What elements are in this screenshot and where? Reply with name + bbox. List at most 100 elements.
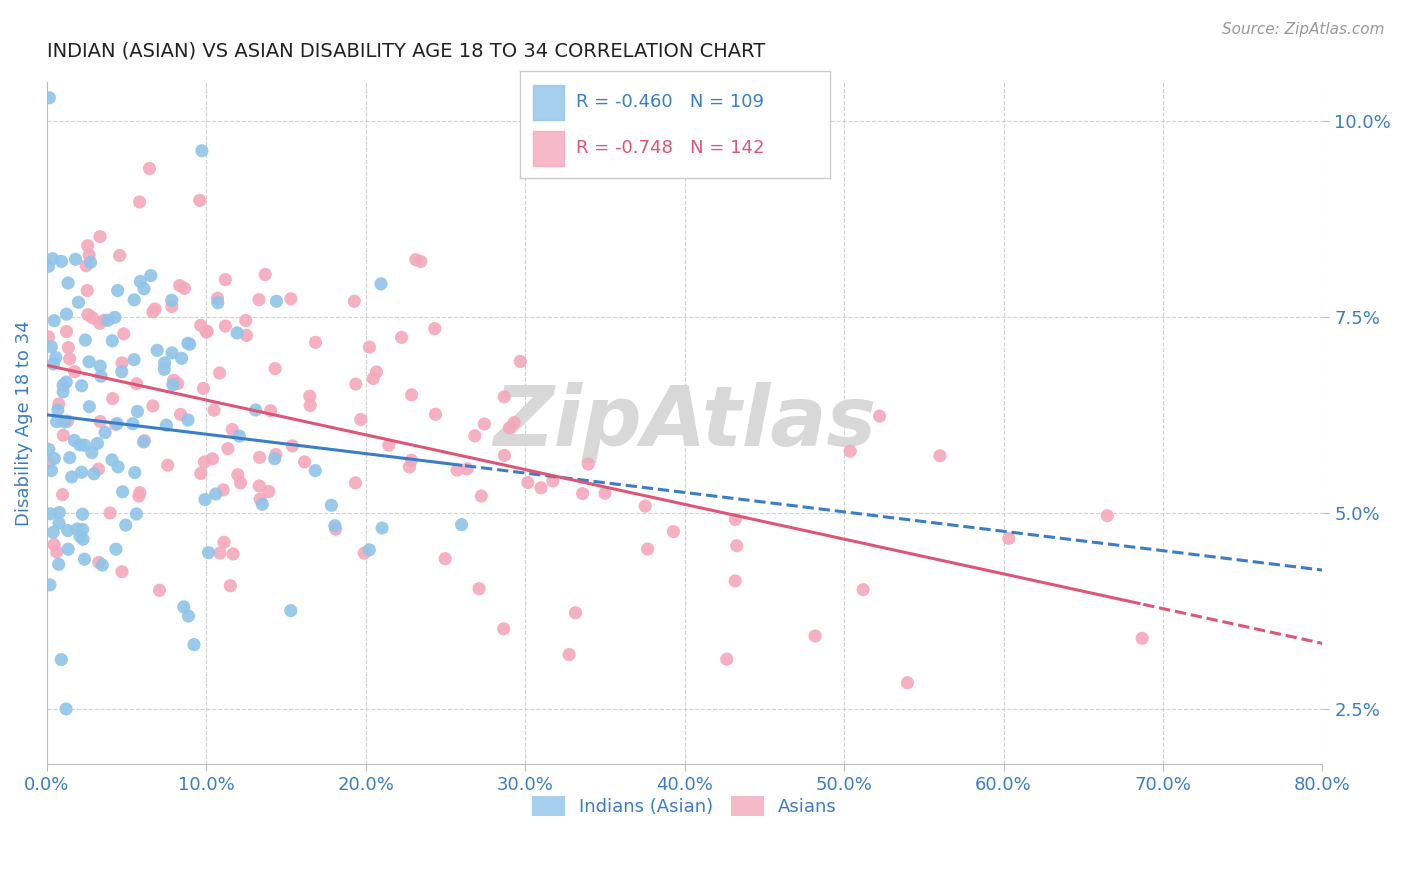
Point: [66, 522, 89, 536]
Point: [87, 462, 110, 476]
Point: [353, 546, 375, 560]
Point: [503, 416, 526, 430]
Point: [72, 507, 94, 521]
Point: [93, 313, 115, 327]
Point: [359, 542, 381, 557]
Point: [344, 475, 367, 490]
Point: [405, 252, 427, 267]
Point: [142, 399, 165, 413]
Point: [204, 487, 226, 501]
Point: [195, 324, 218, 338]
Point: [48, 397, 70, 411]
Point: [139, 268, 162, 283]
Point: [468, 582, 491, 596]
Point: [494, 390, 516, 404]
Point: [378, 438, 401, 452]
Point: [146, 343, 169, 358]
Point: [63, 434, 86, 448]
Point: [45, 351, 67, 365]
Point: [65, 252, 87, 267]
Point: [94, 425, 117, 440]
Point: [44, 313, 66, 327]
Point: [166, 376, 188, 391]
Point: [67, 295, 90, 310]
Point: [804, 629, 827, 643]
Point: [173, 281, 195, 295]
Point: [87, 555, 110, 569]
Bar: [533, 131, 564, 166]
Point: [73, 438, 96, 452]
Point: [509, 354, 531, 368]
Point: [97, 313, 120, 327]
Point: [193, 455, 215, 469]
Point: [69, 529, 91, 543]
Point: [299, 399, 322, 413]
Point: [80, 445, 103, 459]
Point: [128, 194, 150, 209]
Point: [724, 574, 747, 588]
Point: [280, 292, 302, 306]
Point: [571, 486, 593, 500]
Point: [101, 392, 124, 406]
Point: [212, 483, 235, 497]
Legend: Indians (Asian), Asians: Indians (Asian), Asians: [524, 789, 844, 823]
Point: [101, 334, 124, 348]
Point: [208, 366, 231, 380]
Point: [222, 547, 245, 561]
Point: [1095, 508, 1118, 523]
Point: [169, 278, 191, 293]
Point: [634, 499, 657, 513]
Point: [344, 377, 367, 392]
Point: [207, 295, 229, 310]
Point: [108, 248, 131, 262]
Point: [259, 403, 281, 417]
Point: [321, 498, 343, 512]
Point: [249, 450, 271, 465]
Point: [252, 497, 274, 511]
Point: [235, 328, 257, 343]
Point: [217, 442, 239, 456]
Point: [125, 376, 148, 391]
Point: [77, 355, 100, 369]
Point: [79, 255, 101, 269]
Text: ZipAtlas: ZipAtlas: [494, 383, 876, 463]
Point: [142, 305, 165, 319]
Point: [45, 415, 67, 429]
Point: [111, 356, 134, 370]
Point: [366, 365, 388, 379]
Point: [56, 414, 79, 428]
Point: [716, 652, 738, 666]
Point: [323, 518, 346, 533]
Point: [869, 409, 891, 424]
Point: [221, 422, 243, 436]
Point: [254, 268, 277, 282]
Point: [183, 638, 205, 652]
Point: [177, 609, 200, 624]
Point: [124, 466, 146, 480]
Point: [188, 194, 211, 208]
Point: [55, 375, 77, 389]
Point: [51, 488, 73, 502]
Point: [132, 282, 155, 296]
Point: [179, 337, 201, 351]
Point: [39, 507, 62, 521]
Point: [370, 277, 392, 291]
Point: [52, 428, 75, 442]
Point: [662, 524, 685, 539]
Point: [173, 599, 195, 614]
Point: [208, 546, 231, 560]
Text: INDIAN (ASIAN) VS ASIAN DISABILITY AGE 18 TO 34 CORRELATION CHART: INDIAN (ASIAN) VS ASIAN DISABILITY AGE 1…: [46, 42, 765, 61]
Point: [219, 579, 242, 593]
Point: [111, 565, 134, 579]
Point: [498, 421, 520, 435]
Point: [58, 341, 80, 355]
Point: [359, 340, 381, 354]
Point: [852, 582, 875, 597]
Point: [56, 276, 79, 290]
Point: [1130, 632, 1153, 646]
Point: [76, 284, 98, 298]
Point: [77, 308, 100, 322]
Point: [530, 481, 553, 495]
Point: [41, 464, 63, 478]
Point: [160, 346, 183, 360]
